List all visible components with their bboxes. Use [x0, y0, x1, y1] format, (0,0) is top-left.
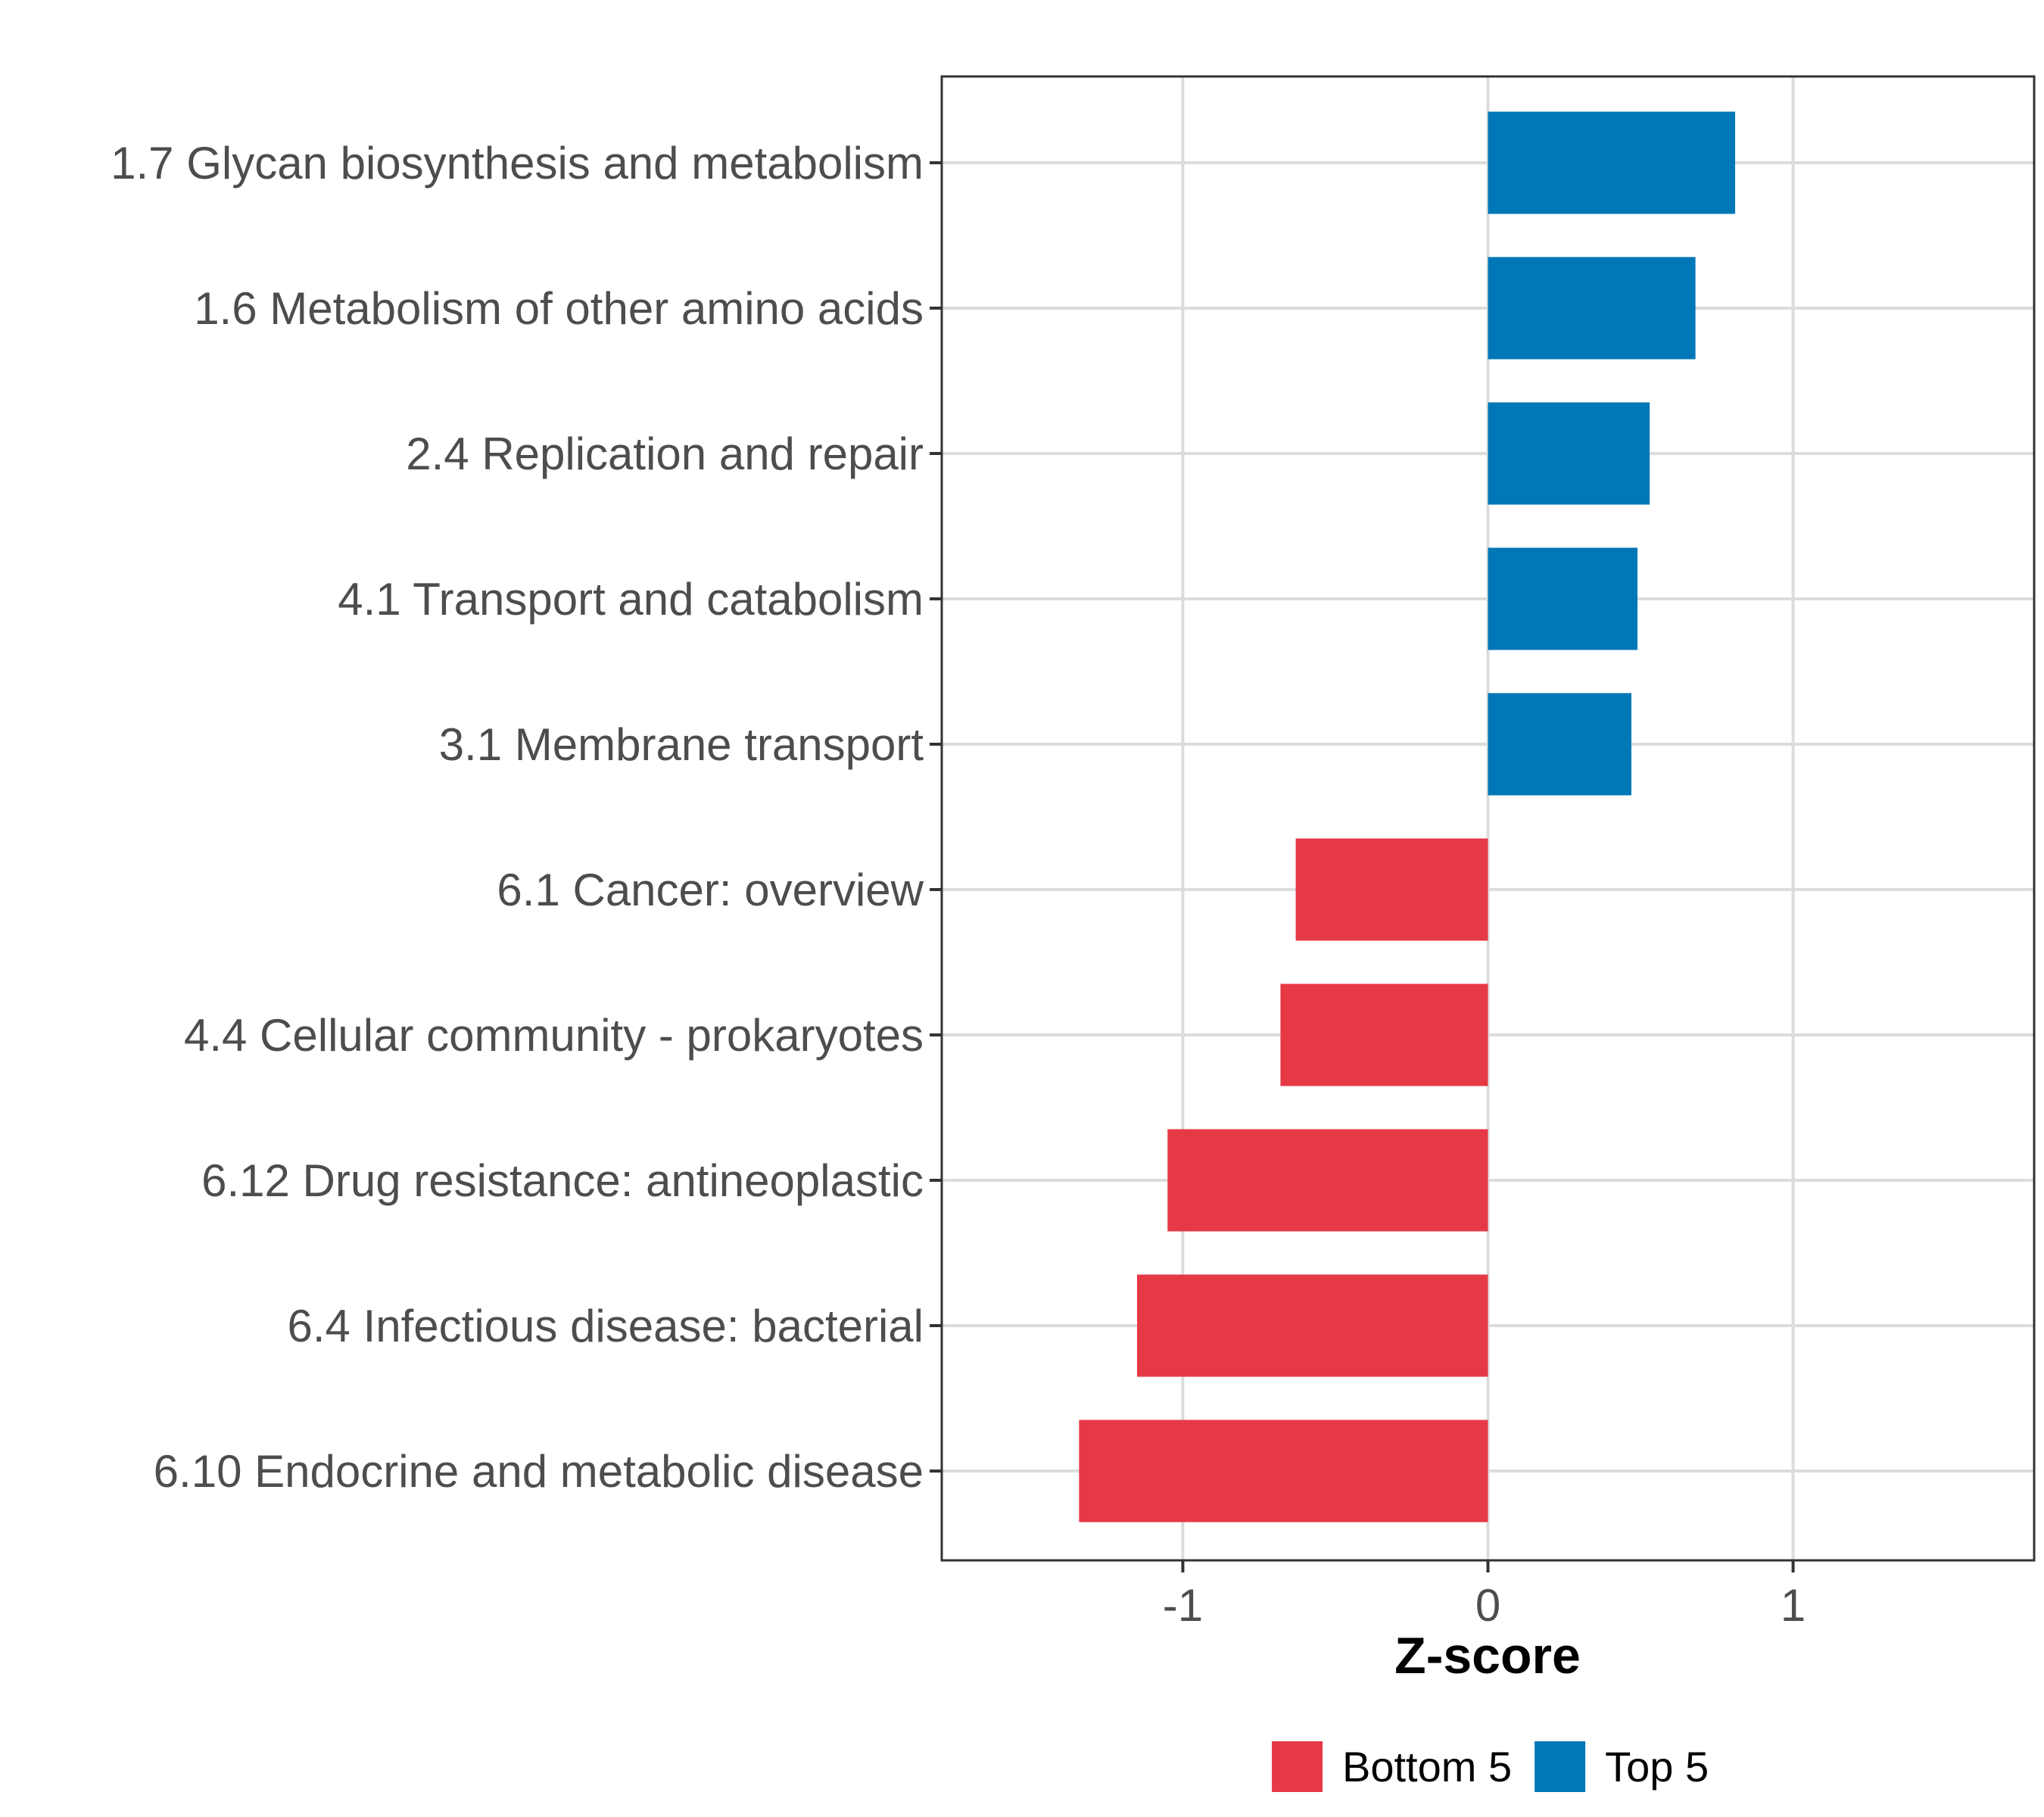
bar [1079, 1420, 1488, 1522]
category-label: 1.7 Glycan biosynthesis and metabolism [111, 138, 924, 189]
bar [1167, 1129, 1488, 1232]
legend-key [1535, 1741, 1586, 1792]
category-label: 6.4 Infectious disease: bacterial [288, 1301, 924, 1351]
category-label: 2.4 Replication and repair [406, 429, 924, 479]
bar [1280, 983, 1488, 1086]
category-label: 3.1 Membrane transport [439, 719, 924, 770]
category-label: 6.12 Drug resistance: antineoplastic [201, 1155, 924, 1206]
bar-layer [1079, 111, 1735, 1522]
bar [1488, 402, 1650, 505]
category-label: 1.6 Metabolism of other amino acids [194, 283, 924, 334]
legend-label: Top 5 [1605, 1743, 1709, 1791]
category-label: 4.4 Cellular community - prokaryotes [184, 1010, 924, 1061]
category-label: 6.10 Endocrine and metabolic disease [154, 1446, 924, 1497]
category-label: 6.1 Cancer: overview [497, 865, 924, 915]
bar [1488, 111, 1735, 214]
category-label: 4.1 Transport and catabolism [338, 574, 924, 625]
bar [1488, 547, 1638, 650]
bar [1488, 257, 1696, 360]
x-tick-label: 1 [1781, 1580, 1806, 1631]
legend-label: Bottom 5 [1342, 1743, 1512, 1791]
x-axis-title: Z-score [1394, 1627, 1581, 1685]
bar [1295, 838, 1488, 941]
legend-key [1272, 1741, 1323, 1792]
x-tick-label: 0 [1475, 1580, 1500, 1631]
bar [1136, 1274, 1488, 1377]
x-tick-label: -1 [1163, 1580, 1203, 1631]
legend: Bottom 5 Top 5 [1272, 1741, 1709, 1792]
bar [1488, 693, 1631, 796]
axis-layer: 1.7 Glycan biosynthesis and metabolism 1.… [111, 138, 1806, 1631]
